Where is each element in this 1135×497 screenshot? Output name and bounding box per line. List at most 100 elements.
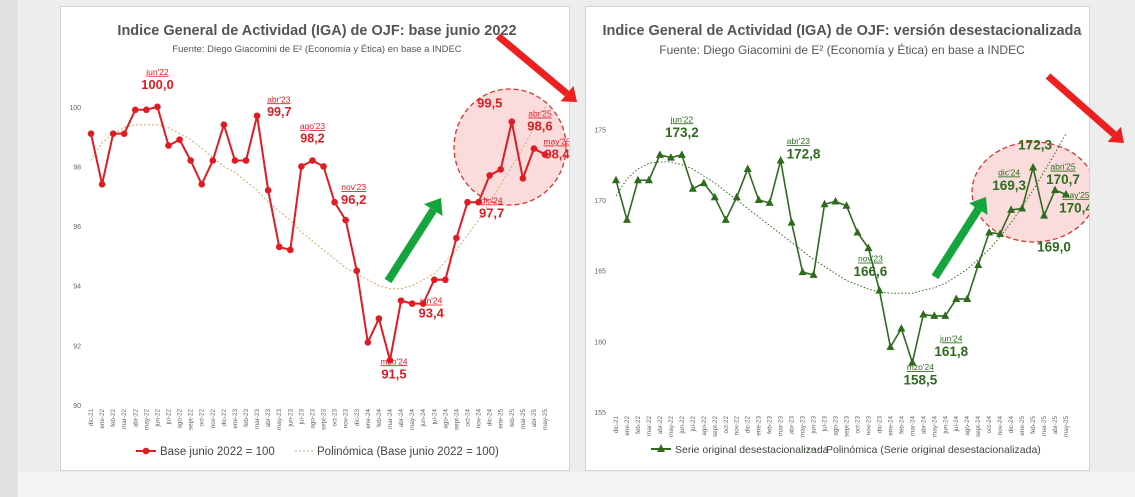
x-tick-label: may-24 [931,416,938,437]
x-tick-label: jun-22 [154,409,161,428]
data-point [154,103,161,111]
data-point [209,157,217,164]
data-point [798,267,807,276]
data-point [1029,163,1038,171]
x-tick-label: may-22 [143,409,150,430]
annotation-value: 99,7 [267,105,291,119]
x-tick-label: dic-23 [876,416,883,434]
annotation-value: 172,3 [1018,138,1052,153]
annotation-date: nov'23 [858,254,883,264]
data-point [985,228,994,236]
x-tick-label: ene-24 [365,409,372,429]
x-tick-label: jul-22 [166,409,173,426]
data-point [875,285,884,294]
data-point [996,229,1005,237]
data-point [1040,211,1049,219]
legend-label-trend: Polinómica (Base junio 2022 = 100) [317,446,499,458]
data-point [743,164,752,172]
x-tick-label: feb-24 [376,409,383,427]
x-tick-label: oct-23 [332,409,339,427]
data-point [732,192,741,201]
x-tick-label: oct-22 [723,416,730,434]
data-point [264,187,272,194]
annotation-date: nov'23 [341,182,366,192]
x-tick-label: may-22 [668,416,675,437]
x-tick-label: feb-22 [110,409,117,427]
data-point [963,294,972,302]
x-tick-label: ene-24 [887,416,894,436]
data-point [1018,204,1027,212]
annotation-date: ago'23 [300,121,326,131]
data-point [408,300,416,307]
data-point [842,201,851,209]
annotation-date: mzo'24 [907,362,934,372]
x-tick-label: feb-22 [635,416,642,434]
x-tick-label: ene-25 [498,409,505,429]
annotation-date: abr'23 [267,94,291,104]
x-tick-label: sept-24 [975,416,982,438]
x-tick-label: mar-22 [646,416,653,436]
chart-iga-desestacionalizada: Indice General de Actividad (IGA) de OJF… [594,23,1089,456]
annotation-value: 161,8 [934,344,968,359]
x-tick-label: mar-24 [387,409,394,429]
data-point [820,199,829,208]
x-tick-label: oct-24 [986,416,993,434]
x-tick-label: feb-25 [509,409,516,427]
data-point [622,215,631,223]
data-point [320,163,327,170]
data-point [98,181,106,188]
data-point [677,150,686,158]
y-tick-label: 100 [69,105,81,112]
data-point [519,175,527,182]
y-tick-label: 92 [73,343,81,350]
data-point [220,121,228,129]
data-point [386,356,394,364]
data-point [754,195,763,204]
x-tick-label: mar-22 [121,409,128,429]
window-left-edge [0,0,18,497]
data-point [131,106,139,114]
data-point [143,106,150,114]
x-tick-label: nov-23 [343,409,350,429]
chart-panel-desestacionalizada: Indice General de Actividad (IGA) de OJF… [585,6,1090,471]
annotation-date: mzo'24 [380,356,407,366]
x-tick-label: may-23 [800,416,807,437]
x-tick-label: abr-22 [132,409,139,428]
x-tick-label: nov-23 [865,416,872,436]
data-point [699,178,708,187]
x-tick-label: abr-23 [265,409,272,428]
annotation-value: 98,6 [527,119,552,134]
data-point [342,216,349,224]
x-tick-label: ago-22 [701,416,708,436]
x-tick-label: jul-24 [431,409,438,426]
data-point [464,198,471,206]
annotation-value: 166,6 [854,264,888,279]
annotation-date: may'25 [543,137,569,147]
x-tick-label: jun-23 [287,409,294,428]
annotation-value: 98,4 [544,147,569,162]
annotation-date: jun'24 [939,333,963,343]
annotation-value: 170,7 [1046,172,1080,187]
y-tick-label: 90 [73,403,81,410]
data-point [710,192,719,201]
data-point [1051,185,1060,194]
data-point [486,172,493,179]
y-tick-label: 175 [594,127,606,134]
x-tick-label: ene-23 [756,416,763,436]
data-point [298,163,305,170]
x-tick-label: feb-24 [898,416,905,434]
series-trend-line [90,106,546,290]
x-tick-label: jun-24 [420,409,427,428]
x-tick-label: abr-22 [657,416,664,435]
data-point [497,166,505,173]
y-tick-label: 94 [73,284,81,291]
x-tick-label: dic-22 [745,416,752,434]
data-point [287,246,294,254]
data-point [930,311,939,319]
annotation-value: 96,2 [341,192,366,207]
data-point [364,339,372,346]
data-point [176,136,183,143]
annotation-date: jun'22 [145,67,169,77]
x-tick-label: may-25 [1063,416,1070,437]
legend-label-series: Base junio 2022 = 100 [160,446,275,458]
